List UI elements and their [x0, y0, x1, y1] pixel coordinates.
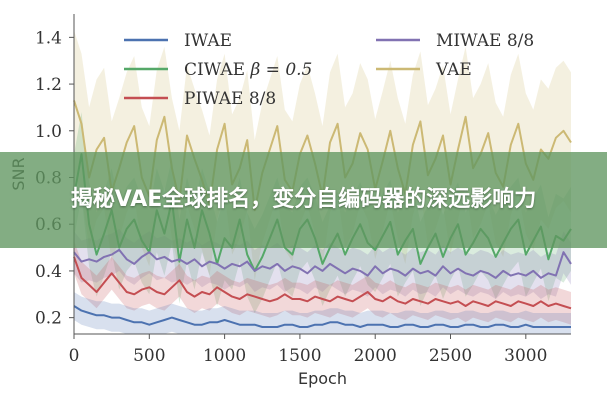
- legend-label: IWAE: [184, 31, 232, 51]
- iwae-line: [73, 305, 571, 328]
- x-tick-label: 2500: [429, 346, 472, 366]
- y-tick-label: 0.4: [35, 262, 62, 282]
- banner-text: 揭秘VAE全球排名，变分自编码器的深远影响力: [70, 187, 537, 212]
- x-tick-label: 2000: [354, 346, 397, 366]
- x-tick-label: 500: [133, 346, 165, 366]
- y-tick-label: 1.4: [35, 28, 62, 48]
- legend-label: VAE: [435, 60, 472, 80]
- legend: IWAE CIWAE β = 0.5 PIWAE 8/8 MIWAE 8/8 VAE: [124, 31, 534, 109]
- legend-entry-miwae-8-8: MIWAE 8/8: [376, 31, 534, 51]
- x-axis-title: Epoch: [298, 369, 347, 388]
- legend-entry-vae: VAE: [376, 60, 472, 80]
- iwae-band: [74, 292, 571, 334]
- legend-label: MIWAE 8/8: [436, 31, 534, 51]
- miwae-8-8-line: [73, 248, 572, 279]
- y-tick-label: 1.0: [35, 122, 62, 142]
- piwae-8-8-band: [74, 240, 571, 325]
- legend-label: PIWAE 8/8: [184, 89, 276, 109]
- y-tick-label: 1.2: [35, 75, 62, 95]
- piwae-8-8-line: [73, 256, 572, 310]
- x-tick-label: 0: [69, 346, 80, 366]
- x-tick-label: 1500: [278, 346, 321, 366]
- x-tick-label: 3000: [504, 346, 547, 366]
- title-banner: 揭秘VAE全球排名，变分自编码器的深远影响力: [0, 152, 607, 248]
- y-tick-label: 0.2: [35, 309, 62, 329]
- legend-entry-iwae: IWAE: [124, 31, 232, 51]
- legend-entry-piwae-8-8: PIWAE 8/8: [124, 89, 276, 109]
- x-tick-label: 1000: [203, 346, 246, 366]
- legend-label: CIWAE β = 0.5: [184, 60, 312, 80]
- legend-entry-ciwae-0-5: CIWAE β = 0.5: [124, 60, 312, 80]
